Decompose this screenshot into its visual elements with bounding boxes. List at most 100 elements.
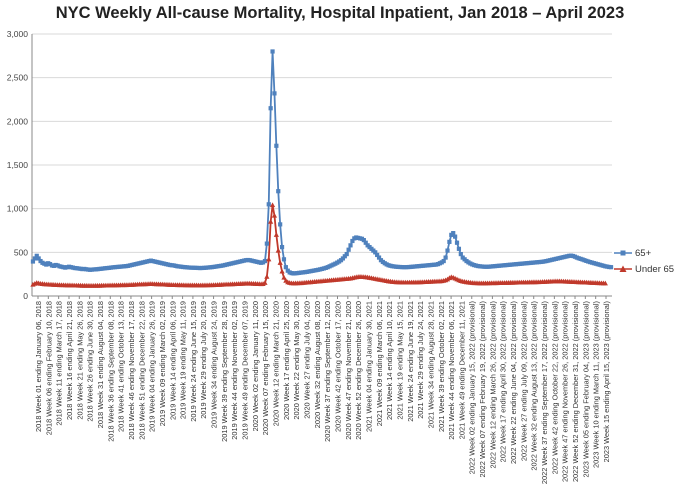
point-65-plus [453,234,458,239]
point-under-65 [266,256,272,262]
x-tick-label: 2020 Week 02 ending January 11, 2020 [251,301,260,431]
point-65-plus [376,255,382,260]
point-65-plus [340,256,346,261]
y-tick-label: 1,000 [7,204,29,214]
point-65-plus [375,252,380,258]
legend-swatch-under-65 [614,265,632,273]
y-axis-ticks: 0 500 1,000 1,500 2,000 2,500 3,000 [7,29,29,301]
x-tick-label: 2020 Week 12 ending March 21, 2020 [272,301,281,426]
point-under-65 [275,247,281,253]
point-65-plus [361,238,366,243]
x-tick-label: 2019 Week 34 ending August 24, 2019 [210,301,219,428]
x-tick-label: 2020 Week 52 ending December 26, 2020 [354,301,363,440]
point-65-plus [373,250,378,255]
x-tick-label: 2018 Week 31 ending August 04, 2018 [96,301,105,428]
x-tick-label: 2022 Week 32 ending August 13, 2022 (pro… [530,301,539,471]
y-tick-label: 0 [23,291,28,301]
x-tick-label: 2021 Week 19 ending May 15, 2021 [395,301,404,420]
x-tick-label: 2022 Week 47 ending November 26, 2022 (p… [561,301,570,482]
point-65-plus [264,241,269,246]
x-tick-label: 2018 Week 41 ending October 13, 2018 [117,301,126,432]
point-65-plus [456,246,462,251]
point-65-plus [348,243,353,248]
x-tick-label: 2020 Week 37 ending September 12, 2020 [323,301,332,442]
x-tick-label: 2019 Week 04 ending January 26, 2019 [148,301,157,432]
point-under-65 [279,268,285,274]
x-tick-label: 2022 Week 22 ending June 04, 2022 (provi… [509,301,518,464]
point-65-plus [342,254,347,259]
point-65-plus [445,248,450,253]
point-65-plus [272,91,277,96]
x-tick-label: 2021 Week 24 ending June 19, 2021 [406,301,415,422]
x-tick-label: 2022 Week 42 ending October 22, 2022 (pr… [550,301,559,474]
y-tick-label: 3,000 [7,29,29,39]
point-65-plus [458,251,463,257]
x-tick-label: 2019 Week 09 ending March 02, 2019 [158,301,167,426]
point-under-65 [271,212,278,218]
x-tick-label: 2020 Week 17 ending April 25, 2020 [282,301,291,420]
x-tick-label: 2019 Week 14 ending April 06, 2019 [168,301,177,420]
x-tick-label: 2018 Week 01 ending January 06, 2018 [34,301,43,432]
x-tick-label: 2019 Week 49 ending December 07, 2019 [241,301,250,440]
x-tick-label: 2019 Week 24 ending June 15, 2019 [189,301,198,422]
x-tick-label: 2019 Week 29 ending July 20, 2019 [199,301,208,419]
x-tick-label: 2020 Week 27 ending July 04, 2020 [303,301,312,419]
point-65-plus [279,244,285,250]
point-65-plus [281,257,287,262]
x-tick-label: 2021 Week 14 ending April 10, 2021 [385,301,394,420]
axes [31,34,612,297]
point-65-plus [270,49,275,54]
point-65-plus [36,256,41,261]
x-tick-label: 2018 Week 51 ending December 22, 2018 [137,301,146,440]
y-tick-label: 2,500 [7,73,29,83]
y-tick-label: 1,500 [7,160,29,170]
legend-label-65-plus: 65+ [635,248,652,259]
x-tick-label: 2021 Week 34 ending August 28, 2021 [426,301,435,428]
point-under-65 [269,202,276,208]
point-65-plus [30,259,36,264]
chart-title: NYC Weekly All-cause Mortality, Hospital… [55,4,625,22]
x-tick-label: 2020 Week 32 ending August 08, 2020 [313,301,322,428]
series-markers [30,49,614,288]
point-65-plus [276,189,281,194]
point-65-plus [447,239,452,244]
legend-swatch-65-plus [614,249,632,257]
x-tick-label: 2020 Week 42 ending October 17, 2020 [333,301,342,432]
x-tick-label: 2022 Week 02 ending January 15, 2022 (pr… [468,301,477,474]
series-line-under-65 [32,204,606,287]
point-65-plus [268,106,273,111]
point-65-plus [454,240,460,245]
x-tick-label: 2018 Week 06 ending February 10, 2018 [44,301,53,435]
x-tick-label: 2020 Week 22 ending May 30, 2020 [292,301,301,420]
legend-item-under-65: Under 65 [614,264,674,275]
point-under-65 [281,274,287,280]
point-65-plus [346,247,351,252]
x-tick-label: 2018 Week 26 ending June 30, 2018 [86,301,95,422]
series-lines [32,50,612,287]
x-tick-label: 2019 Week 44 ending November 02, 2019 [230,301,239,440]
legend-item-65-plus: 65+ [614,248,651,259]
x-tick-label: 2022 Week 12 ending March 26, 2022 (prov… [488,301,497,469]
legend-label-under-65: Under 65 [635,264,675,275]
point-65-plus [262,258,268,264]
x-tick-label: 2023 Week 15 ending April 15, 2023 (prov… [602,301,611,462]
point-under-65 [273,232,279,237]
point-65-plus [278,222,283,227]
x-tick-label: 2018 Week 21 ending May 26, 2018 [75,301,84,420]
x-tick-label: 2022 Week 07 ending February 19, 2022 (p… [478,301,487,478]
x-tick-label: 2018 Week 11 ending March 17, 2018 [55,301,64,426]
x-tick-label: 2021 Week 09 ending March 06, 2021 [375,301,384,426]
point-65-plus [34,253,39,258]
x-tick-label: 2021 Week 39 ending October 02, 2021 [437,301,446,432]
point-65-plus [283,265,288,270]
point-65-plus [451,231,456,236]
x-tick-label: 2022 Week 37 ending September 17, 2022 (… [540,301,549,484]
x-tick-label: 2021 Week 49 ending December 11, 2021 [457,301,466,439]
point-65-plus [443,255,448,260]
x-tick-label: 2018 Week 36 ending September 08, 2018 [106,301,115,442]
x-tick-label: 2019 Week 39 ending September 28, 2019 [220,301,229,442]
x-tick-label: 2023 Week 05 ending February 04, 2023 (p… [581,301,590,478]
x-tick-label: 2020 Week 07 ending February 15, 2020 [261,301,270,435]
x-tick-label: 2020 Week 47 ending November 21, 2020 [344,301,353,440]
point-under-65 [268,218,274,224]
